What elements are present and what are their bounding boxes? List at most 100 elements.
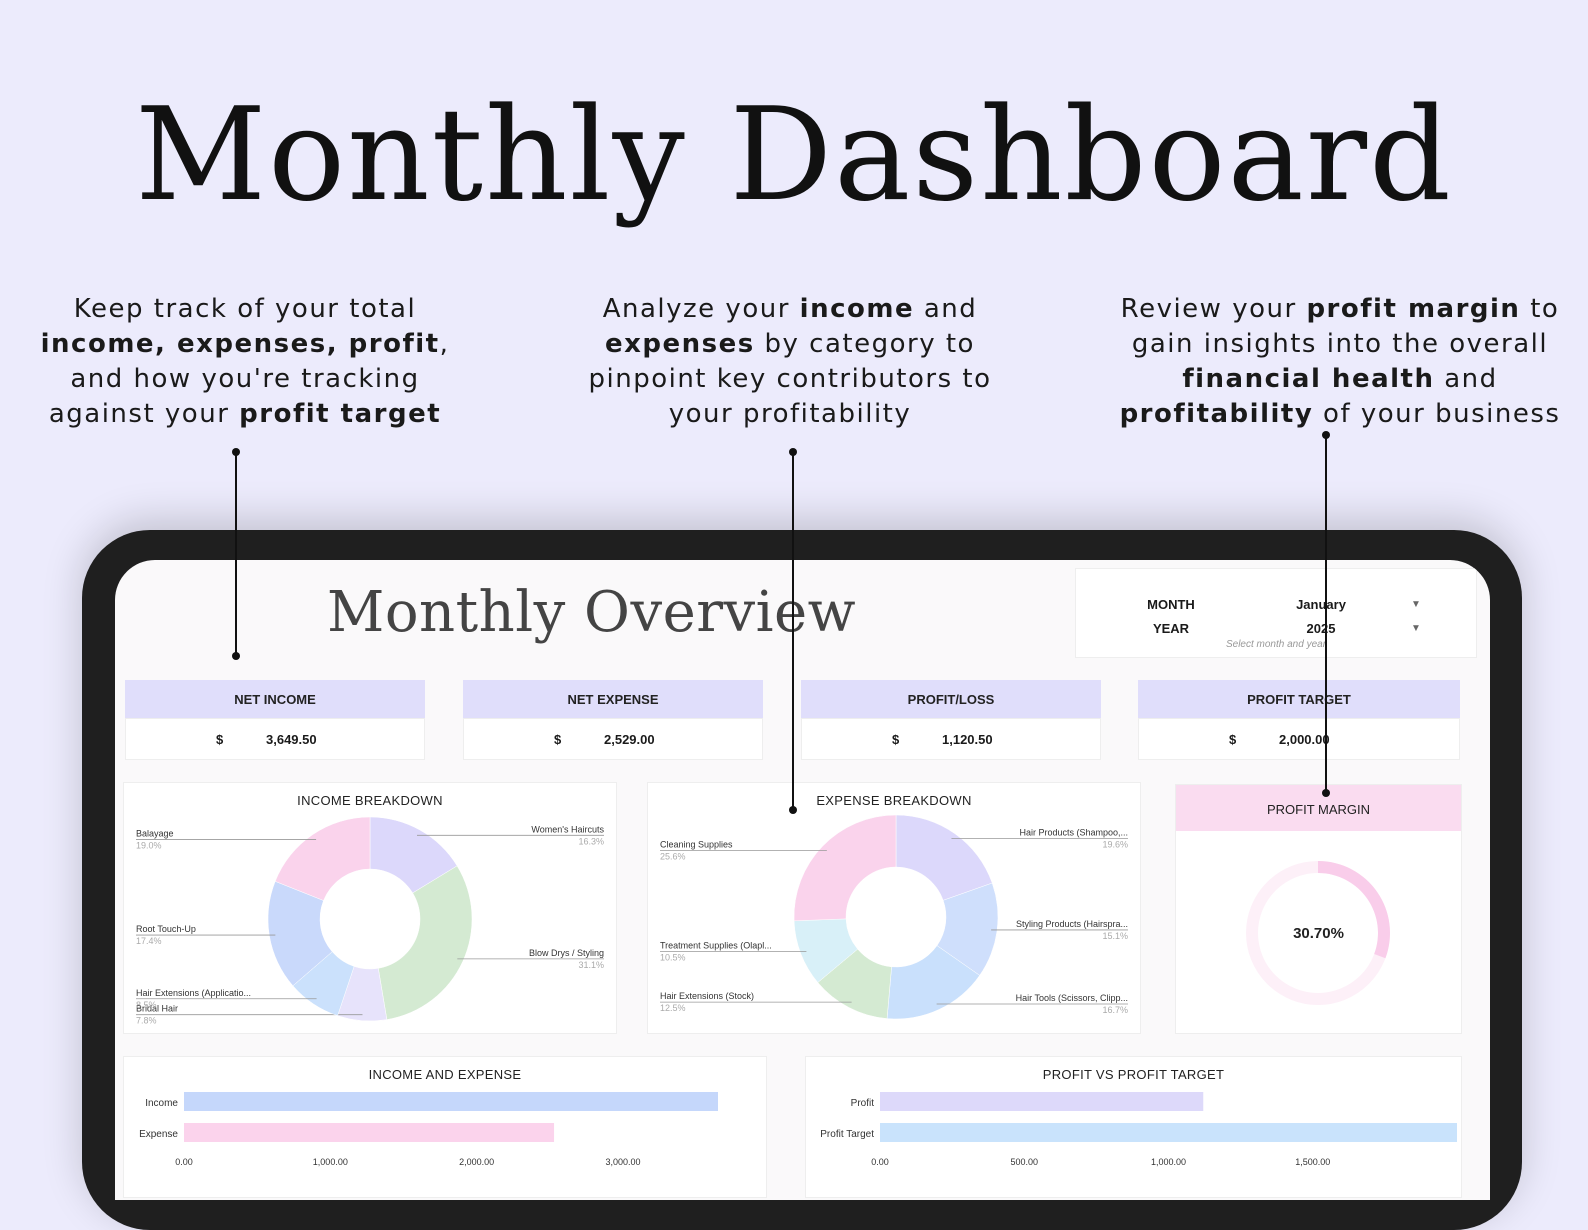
- bar-category-label: Income: [145, 1098, 178, 1109]
- axis-tick-label: 1,000.00: [313, 1157, 348, 1167]
- income-donut: Women's Haircuts 16.3% Blow Drys / Styling…: [136, 816, 604, 1026]
- kpi-label: NET INCOME: [125, 680, 425, 718]
- bar-category-label: Profit Target: [820, 1129, 874, 1140]
- callout-emphasis: income, expenses, profit: [40, 329, 440, 359]
- callout-emphasis: profit margin: [1306, 294, 1521, 324]
- slice-percent: 7.8%: [136, 1016, 157, 1026]
- profit-target-bars: Profit Profit Target 0.00 500.00 1,000.00 1,5…: [820, 1092, 1457, 1167]
- chart-title: INCOME AND EXPENSE: [368, 1067, 522, 1082]
- axis-tick-label: 0.00: [871, 1157, 889, 1167]
- callout-profit-margin: Review your profit margin to gain insigh…: [1110, 292, 1570, 432]
- axis-tick-label: 1,000.00: [1151, 1157, 1186, 1167]
- callout-text: and: [1434, 364, 1498, 394]
- bar[interactable]: [880, 1092, 1204, 1111]
- period-selector: MONTH January ▼ YEAR 2025 ▼ Select month…: [1075, 568, 1477, 658]
- income-expense-bars: Income Expense 0.00 1,000.00 2,000.00 3,000.0…: [139, 1092, 718, 1167]
- pie-slice[interactable]: [793, 814, 897, 922]
- chart-title: INCOME BREAKDOWN: [297, 793, 443, 808]
- chart-title: PROFIT VS PROFIT TARGET: [1042, 1067, 1225, 1082]
- callout-text: by category to pinpoint key contributors…: [588, 329, 992, 429]
- callout-text: to gain insights into the overall: [1131, 294, 1560, 359]
- slice-percent: 12.5%: [660, 1003, 686, 1013]
- kpi-currency: $: [554, 732, 562, 747]
- kpi-currency: $: [216, 732, 224, 747]
- gauge-fill: [1318, 861, 1390, 959]
- kpi-label: PROFIT TARGET: [1138, 680, 1460, 718]
- slice-percent: 25.6%: [660, 851, 686, 861]
- callout-emphasis: financial health: [1182, 364, 1435, 394]
- chart-title: EXPENSE BREAKDOWN: [816, 793, 972, 808]
- month-value[interactable]: January: [1296, 597, 1346, 612]
- pie-slice[interactable]: [377, 865, 473, 1020]
- callout-categories: Analyze your income and expenses by cate…: [575, 292, 1005, 432]
- slice-percent: 10.5%: [660, 952, 686, 962]
- slice-percent: 19.6%: [1102, 840, 1128, 850]
- page-title: Monthly Dashboard: [135, 81, 1453, 230]
- callout-text: Review your: [1120, 294, 1307, 324]
- year-select[interactable]: YEAR 2025 ▼: [1076, 621, 1476, 641]
- callout-emphasis: profit target: [239, 399, 442, 429]
- kpi-net-expense: NET EXPENSE $2,529.00: [463, 680, 763, 760]
- slice-label: Bridal Hair: [136, 1004, 178, 1014]
- slice-label: Hair Extensions (Applicatio...: [136, 988, 251, 998]
- profit-vs-target-chart: Profit Profit Target 0.00 500.00 1,000.00 1,5…: [805, 1056, 1462, 1198]
- dashboard-title: Monthly Overview: [327, 580, 857, 645]
- dashboard-screen: Monthly Overview MONTH January ▼ YEAR 20…: [115, 560, 1490, 1200]
- pie-slice[interactable]: [895, 814, 993, 901]
- callout-text: , and how you're tracking against your: [48, 329, 450, 429]
- slice-percent: 16.7%: [1102, 1005, 1128, 1015]
- expense-donut: Hair Products (Shampoo,... 19.6% Styling P…: [660, 814, 1128, 1020]
- callout-emphasis: income: [799, 294, 915, 324]
- kpi-label: PROFIT/LOSS: [801, 680, 1101, 718]
- bar[interactable]: [184, 1092, 718, 1111]
- slice-label: Root Touch-Up: [136, 924, 196, 934]
- chevron-down-icon[interactable]: ▼: [1411, 623, 1421, 634]
- slice-label: Styling Products (Hairspra...: [1016, 919, 1128, 929]
- callout-totals: Keep track of your total income, expense…: [30, 292, 460, 432]
- axis-tick-label: 500.00: [1010, 1157, 1038, 1167]
- callout-text: Analyze your: [602, 294, 800, 324]
- callout-emphasis: profitability: [1119, 399, 1314, 429]
- income-expense-chart: Income Expense 0.00 1,000.00 2,000.00 3,000.0…: [123, 1056, 767, 1198]
- kpi-currency: $: [892, 732, 900, 747]
- chevron-down-icon[interactable]: ▼: [1411, 599, 1421, 610]
- callout-text: of your business: [1313, 399, 1561, 429]
- kpi-value: 3,649.50: [266, 732, 317, 747]
- bar-category-label: Expense: [139, 1129, 178, 1140]
- slice-label: Balayage: [136, 829, 174, 839]
- slice-label: Treatment Supplies (Olapl...: [660, 940, 772, 950]
- profit-margin-gauge: [1246, 861, 1390, 1005]
- slice-percent: 15.1%: [1102, 931, 1128, 941]
- profit-margin-title: PROFIT MARGIN: [1176, 785, 1461, 831]
- axis-tick-label: 2,000.00: [459, 1157, 494, 1167]
- kpi-value: 2,000.00: [1279, 732, 1330, 747]
- bar[interactable]: [184, 1123, 555, 1142]
- kpi-currency: $: [1229, 732, 1237, 747]
- callout-pointer: [232, 448, 240, 660]
- callout-pointer: [789, 448, 797, 814]
- slice-percent: 8.5%: [136, 1000, 157, 1010]
- callout-pointer: [1322, 431, 1330, 797]
- expense-breakdown-chart: Hair Products (Shampoo,... 19.6% Styling P…: [647, 782, 1141, 1034]
- kpi-profit-target: PROFIT TARGET $2,000.00: [1138, 680, 1460, 760]
- month-label: MONTH: [1147, 597, 1195, 612]
- axis-tick-label: 0.00: [175, 1157, 193, 1167]
- profit-margin-card: PROFIT MARGIN 30.70%: [1175, 784, 1462, 1034]
- axis-tick-label: 1,500.00: [1295, 1157, 1330, 1167]
- bar-category-label: Profit: [851, 1098, 875, 1109]
- kpi-profit-loss: PROFIT/LOSS $1,120.50: [801, 680, 1101, 760]
- callout-text: and: [914, 294, 978, 324]
- kpi-net-income: NET INCOME $3,649.50: [125, 680, 425, 760]
- month-select[interactable]: MONTH January ▼: [1076, 597, 1476, 617]
- slice-label: Hair Products (Shampoo,...: [1019, 828, 1128, 838]
- year-label: YEAR: [1152, 621, 1190, 636]
- slice-percent: 31.1%: [578, 960, 604, 970]
- slice-label: Hair Extensions (Stock): [660, 991, 754, 1001]
- year-value[interactable]: 2025: [1306, 621, 1336, 636]
- bar[interactable]: [880, 1123, 1457, 1142]
- pie-slice[interactable]: [274, 816, 371, 901]
- selector-hint: Select month and year: [1225, 639, 1327, 650]
- kpi-value: 1,120.50: [942, 732, 993, 747]
- slice-label: Blow Drys / Styling: [529, 948, 604, 958]
- slice-label: Hair Tools (Scissors, Clipp...: [1016, 993, 1128, 1003]
